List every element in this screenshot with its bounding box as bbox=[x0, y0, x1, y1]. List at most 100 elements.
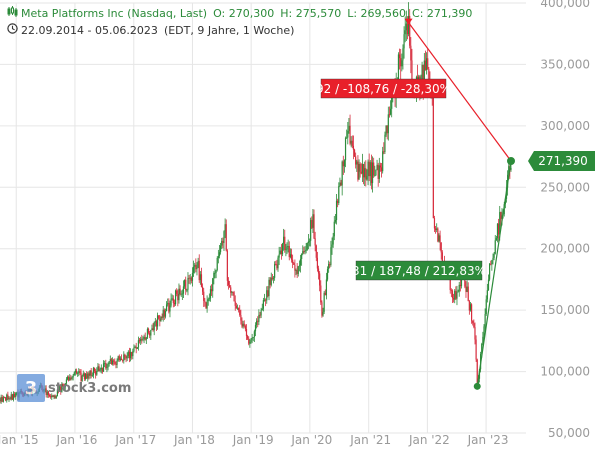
candle-body bbox=[433, 218, 436, 229]
candle-body bbox=[330, 247, 332, 265]
candle-body bbox=[421, 64, 423, 86]
candle-body bbox=[340, 182, 342, 186]
candle-body bbox=[274, 264, 276, 278]
candle-body bbox=[331, 244, 333, 248]
candle-body bbox=[323, 292, 325, 312]
header-range: 22.09.2014 - 05.06.2023 (EDT, 9 Jahre, 1 … bbox=[6, 23, 300, 37]
candle-body bbox=[200, 274, 203, 287]
candle-body bbox=[65, 379, 68, 384]
candle-body bbox=[427, 58, 429, 70]
candle-body bbox=[301, 254, 303, 259]
candle-body bbox=[423, 60, 425, 88]
candle-body bbox=[262, 300, 264, 309]
candle-body bbox=[154, 321, 156, 323]
candle-body bbox=[47, 391, 49, 396]
candle-body bbox=[98, 366, 100, 371]
candle-body bbox=[70, 377, 72, 379]
candle-body bbox=[508, 166, 510, 175]
candle-body bbox=[16, 392, 18, 394]
instrument-name: Meta Platforms Inc (Nasdaq, Last) bbox=[21, 7, 208, 20]
candle-body bbox=[172, 298, 174, 303]
y-tick-label: 100,000 bbox=[540, 365, 590, 379]
candle-body bbox=[12, 394, 15, 400]
candle-body bbox=[242, 323, 244, 327]
candle-body bbox=[296, 270, 298, 274]
candle-body bbox=[425, 58, 428, 71]
candle-body bbox=[252, 337, 254, 338]
candle-body bbox=[351, 140, 353, 146]
candle-body bbox=[371, 162, 374, 184]
trend-lines bbox=[404, 18, 515, 390]
candle-body bbox=[284, 236, 286, 251]
candle-body bbox=[104, 363, 106, 364]
candle-body bbox=[283, 236, 285, 244]
candle-body bbox=[140, 338, 142, 342]
close-value: C: 271,390 bbox=[412, 7, 473, 20]
candle-body bbox=[452, 298, 455, 300]
candle-body bbox=[325, 279, 328, 296]
candle-body bbox=[87, 373, 89, 379]
candle-body bbox=[305, 249, 307, 251]
rise-trend-line bbox=[476, 160, 512, 387]
candle-body bbox=[189, 277, 191, 279]
candle-body bbox=[163, 309, 165, 317]
candle-body bbox=[332, 236, 334, 245]
candle-body bbox=[268, 279, 270, 297]
candle-body bbox=[206, 301, 208, 309]
logo-text: stock3.com bbox=[48, 380, 132, 396]
y-tick-label: 400,000 bbox=[540, 0, 590, 10]
y-tick-label: 250,000 bbox=[540, 180, 590, 194]
candle-body bbox=[192, 266, 195, 273]
candle-body bbox=[266, 290, 268, 301]
candle-body bbox=[378, 165, 380, 179]
candle-body bbox=[254, 325, 257, 332]
candle-body bbox=[208, 298, 210, 300]
candle-body bbox=[6, 394, 8, 401]
candle-body bbox=[473, 323, 475, 328]
range-info: (EDT, 9 Jahre, 1 Woche) bbox=[163, 24, 295, 37]
candle-body bbox=[493, 253, 495, 258]
clock-icon bbox=[6, 23, 18, 37]
candle-body bbox=[369, 162, 371, 177]
candle-body bbox=[71, 377, 73, 379]
candle-body bbox=[48, 395, 51, 397]
candle-body bbox=[438, 235, 440, 242]
candle-body bbox=[155, 321, 158, 327]
candle-body bbox=[280, 250, 282, 255]
candle-body bbox=[176, 290, 178, 294]
candle-body bbox=[106, 367, 108, 369]
candle-body bbox=[145, 337, 147, 340]
candle-body bbox=[258, 314, 260, 322]
candle-body bbox=[198, 260, 200, 281]
candle-body bbox=[293, 263, 295, 265]
candle-body bbox=[500, 212, 502, 219]
candle-body bbox=[271, 277, 273, 279]
candle-body bbox=[450, 289, 452, 291]
candle-body bbox=[215, 270, 217, 273]
candle-body bbox=[265, 299, 267, 301]
candle-body bbox=[326, 268, 329, 280]
candle-body bbox=[207, 299, 209, 302]
candle-body bbox=[222, 240, 224, 244]
candle-body bbox=[211, 289, 213, 292]
candle-body bbox=[475, 339, 477, 360]
candle-body bbox=[439, 235, 441, 243]
candle-body bbox=[131, 351, 133, 357]
candle-body bbox=[80, 372, 82, 382]
candle-body bbox=[377, 164, 379, 179]
candle-body bbox=[248, 338, 250, 344]
candle-body bbox=[225, 224, 227, 251]
candle-body bbox=[490, 263, 492, 265]
candle-body bbox=[458, 284, 460, 292]
x-tick-label: Jan '15 bbox=[0, 433, 39, 447]
candle-body bbox=[159, 318, 161, 322]
candle-body bbox=[272, 277, 275, 279]
candle-body bbox=[167, 302, 169, 305]
candle-body bbox=[357, 161, 359, 180]
candle-body bbox=[441, 252, 443, 263]
y-axis: 50,000 100,000 150,000 200,000 250,000 300,00… bbox=[540, 0, 590, 440]
candle-body bbox=[312, 214, 314, 228]
drop-trend-line bbox=[408, 22, 512, 162]
candle-body bbox=[122, 360, 124, 361]
candle-body bbox=[459, 284, 461, 287]
